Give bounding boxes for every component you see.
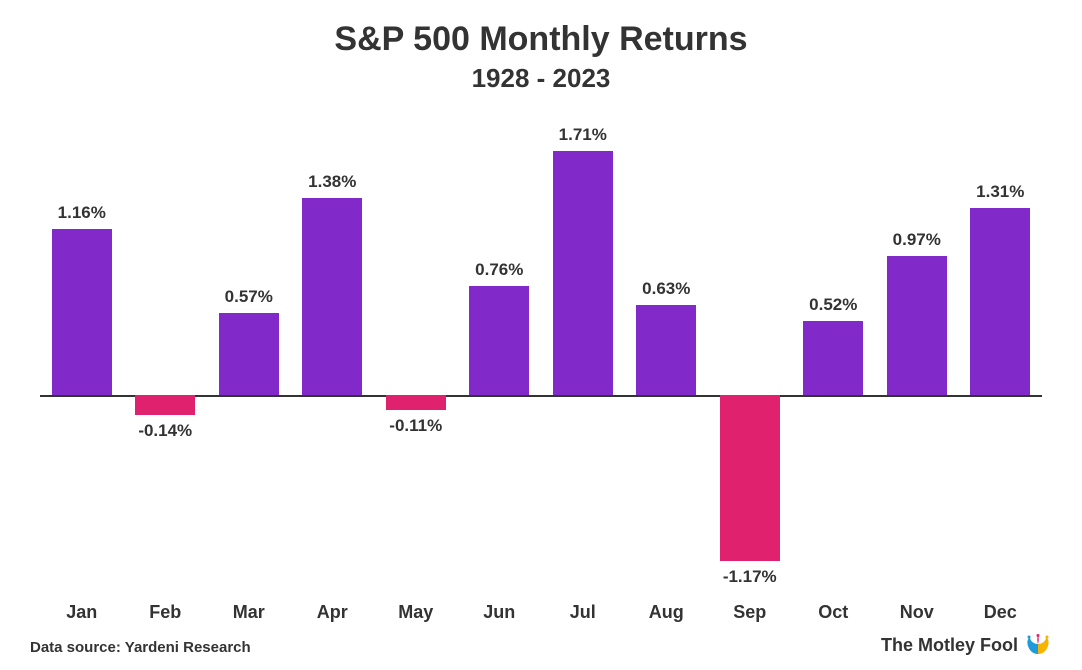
brand: The Motley Fool: [881, 634, 1052, 656]
bar-slot: 1.16%: [46, 124, 118, 594]
bar-value-label: 0.57%: [213, 287, 285, 307]
jester-hat-icon: [1024, 634, 1052, 656]
bar-value-label: 1.38%: [297, 172, 369, 192]
bar: [720, 395, 780, 562]
x-axis-label: Jul: [541, 602, 625, 623]
bar: [469, 286, 529, 394]
bar-slot: 0.76%: [464, 124, 536, 594]
x-axis-labels: JanFebMarAprMayJunJulAugSepOctNovDec: [40, 602, 1042, 623]
bar-value-label: 0.76%: [464, 260, 536, 280]
x-axis-label: May: [374, 602, 458, 623]
bar-slot: 1.71%: [547, 124, 619, 594]
bar-slot: -0.14%: [130, 124, 202, 594]
x-axis-label: Jan: [40, 602, 124, 623]
chart-footer: Data source: Yardeni Research The Motley…: [30, 634, 1052, 656]
x-axis-label: Jun: [458, 602, 542, 623]
bar: [553, 151, 613, 395]
x-axis-label: Feb: [124, 602, 208, 623]
bars-group: 1.16% -0.14% 0.57% 1.38% -0.11% 0.76% 1.71% 0.6…: [40, 124, 1042, 594]
chart-container: S&P 500 Monthly Returns 1928 - 2023 1.16…: [0, 0, 1082, 670]
chart-title: S&P 500 Monthly Returns: [30, 20, 1052, 59]
bar-value-label: 1.16%: [46, 203, 118, 223]
brand-text: The Motley Fool: [881, 635, 1018, 656]
bar-slot: -0.11%: [380, 124, 452, 594]
bar: [52, 229, 112, 394]
x-axis-label: Dec: [959, 602, 1043, 623]
data-source-text: Data source: Yardeni Research: [30, 639, 251, 656]
bar-slot: 0.97%: [881, 124, 953, 594]
bar-slot: 0.52%: [798, 124, 870, 594]
x-axis-label: Aug: [625, 602, 709, 623]
bar-value-label: 0.97%: [881, 230, 953, 250]
bar-slot: -1.17%: [714, 124, 786, 594]
bar-slot: 0.57%: [213, 124, 285, 594]
bar-value-label: 1.31%: [965, 182, 1037, 202]
bar: [636, 305, 696, 395]
x-axis-label: Mar: [207, 602, 291, 623]
bar-slot: 1.31%: [965, 124, 1037, 594]
bar: [970, 208, 1030, 395]
bar: [887, 256, 947, 394]
bar: [219, 313, 279, 394]
bar-value-label: -1.17%: [714, 567, 786, 587]
bar: [386, 395, 446, 411]
plot-area: 1.16% -0.14% 0.57% 1.38% -0.11% 0.76% 1.71% 0.6…: [40, 124, 1042, 594]
bar-value-label: 0.52%: [798, 295, 870, 315]
bar-value-label: 1.71%: [547, 125, 619, 145]
bar: [302, 198, 362, 395]
bar-slot: 1.38%: [297, 124, 369, 594]
chart-subtitle: 1928 - 2023: [30, 63, 1052, 94]
x-axis-label: Sep: [708, 602, 792, 623]
bar: [135, 395, 195, 415]
x-axis-label: Apr: [291, 602, 375, 623]
bar-value-label: -0.14%: [130, 421, 202, 441]
x-axis-label: Nov: [875, 602, 959, 623]
bar-value-label: -0.11%: [380, 416, 452, 436]
bar-slot: 0.63%: [631, 124, 703, 594]
bar-value-label: 0.63%: [631, 279, 703, 299]
bar: [803, 321, 863, 395]
x-axis-label: Oct: [792, 602, 876, 623]
